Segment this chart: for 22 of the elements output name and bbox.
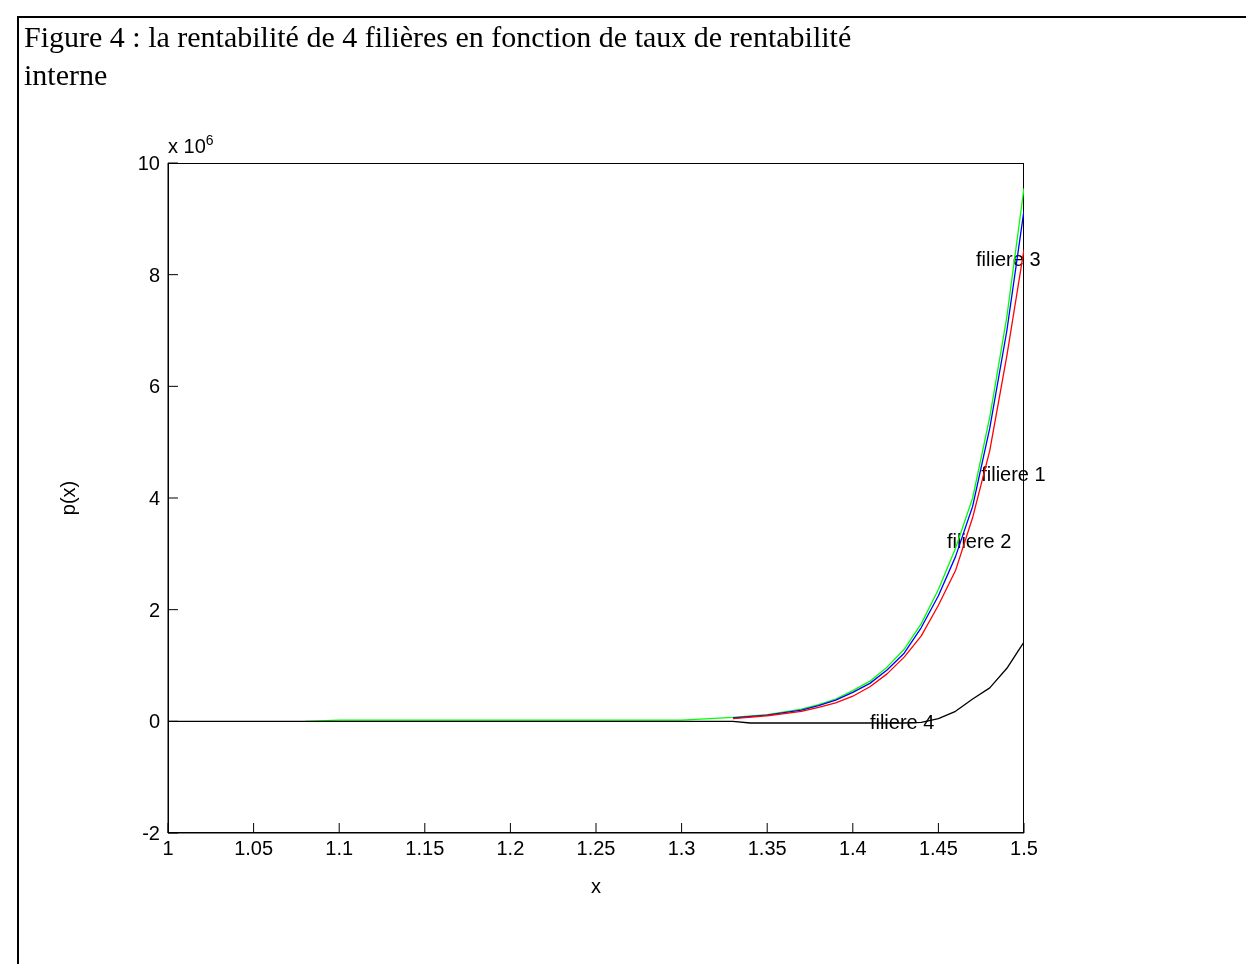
x-tick-label: 1: [162, 837, 174, 860]
x-tick-label: 1.05: [234, 837, 274, 860]
x-tick-label: 1.15: [405, 837, 445, 860]
x-tick-label: 1.25: [576, 837, 616, 860]
x-tick-label: 1.4: [838, 837, 867, 860]
y-axis-title: p(x): [57, 480, 80, 516]
y-tick-label: 0: [148, 710, 160, 733]
x-axis-title: x: [591, 875, 601, 897]
y-tick-label: 4: [148, 487, 160, 510]
y-tick-label: -2: [142, 822, 160, 845]
x-tick-label: 1.2: [496, 837, 525, 860]
x-tick-label: 1.35: [747, 837, 787, 860]
x-tick-label: 1.1: [325, 837, 354, 860]
text: x 10$^{6}$: [168, 132, 214, 157]
x-tick-label: 1.45: [918, 837, 958, 860]
x-tick-label: 1.3: [667, 837, 696, 860]
chart-title: Figure 4 : la rentabilité de 4 filières en fonction de taux de rentabilité interne: [24, 19, 853, 93]
y-tick-label: 2: [148, 598, 160, 621]
y-tick-label: 6: [148, 375, 160, 398]
x-tick-label: 1.5: [1010, 837, 1038, 860]
y-tick-label: 10: [137, 152, 160, 175]
y-tick-label: 8: [148, 263, 160, 286]
